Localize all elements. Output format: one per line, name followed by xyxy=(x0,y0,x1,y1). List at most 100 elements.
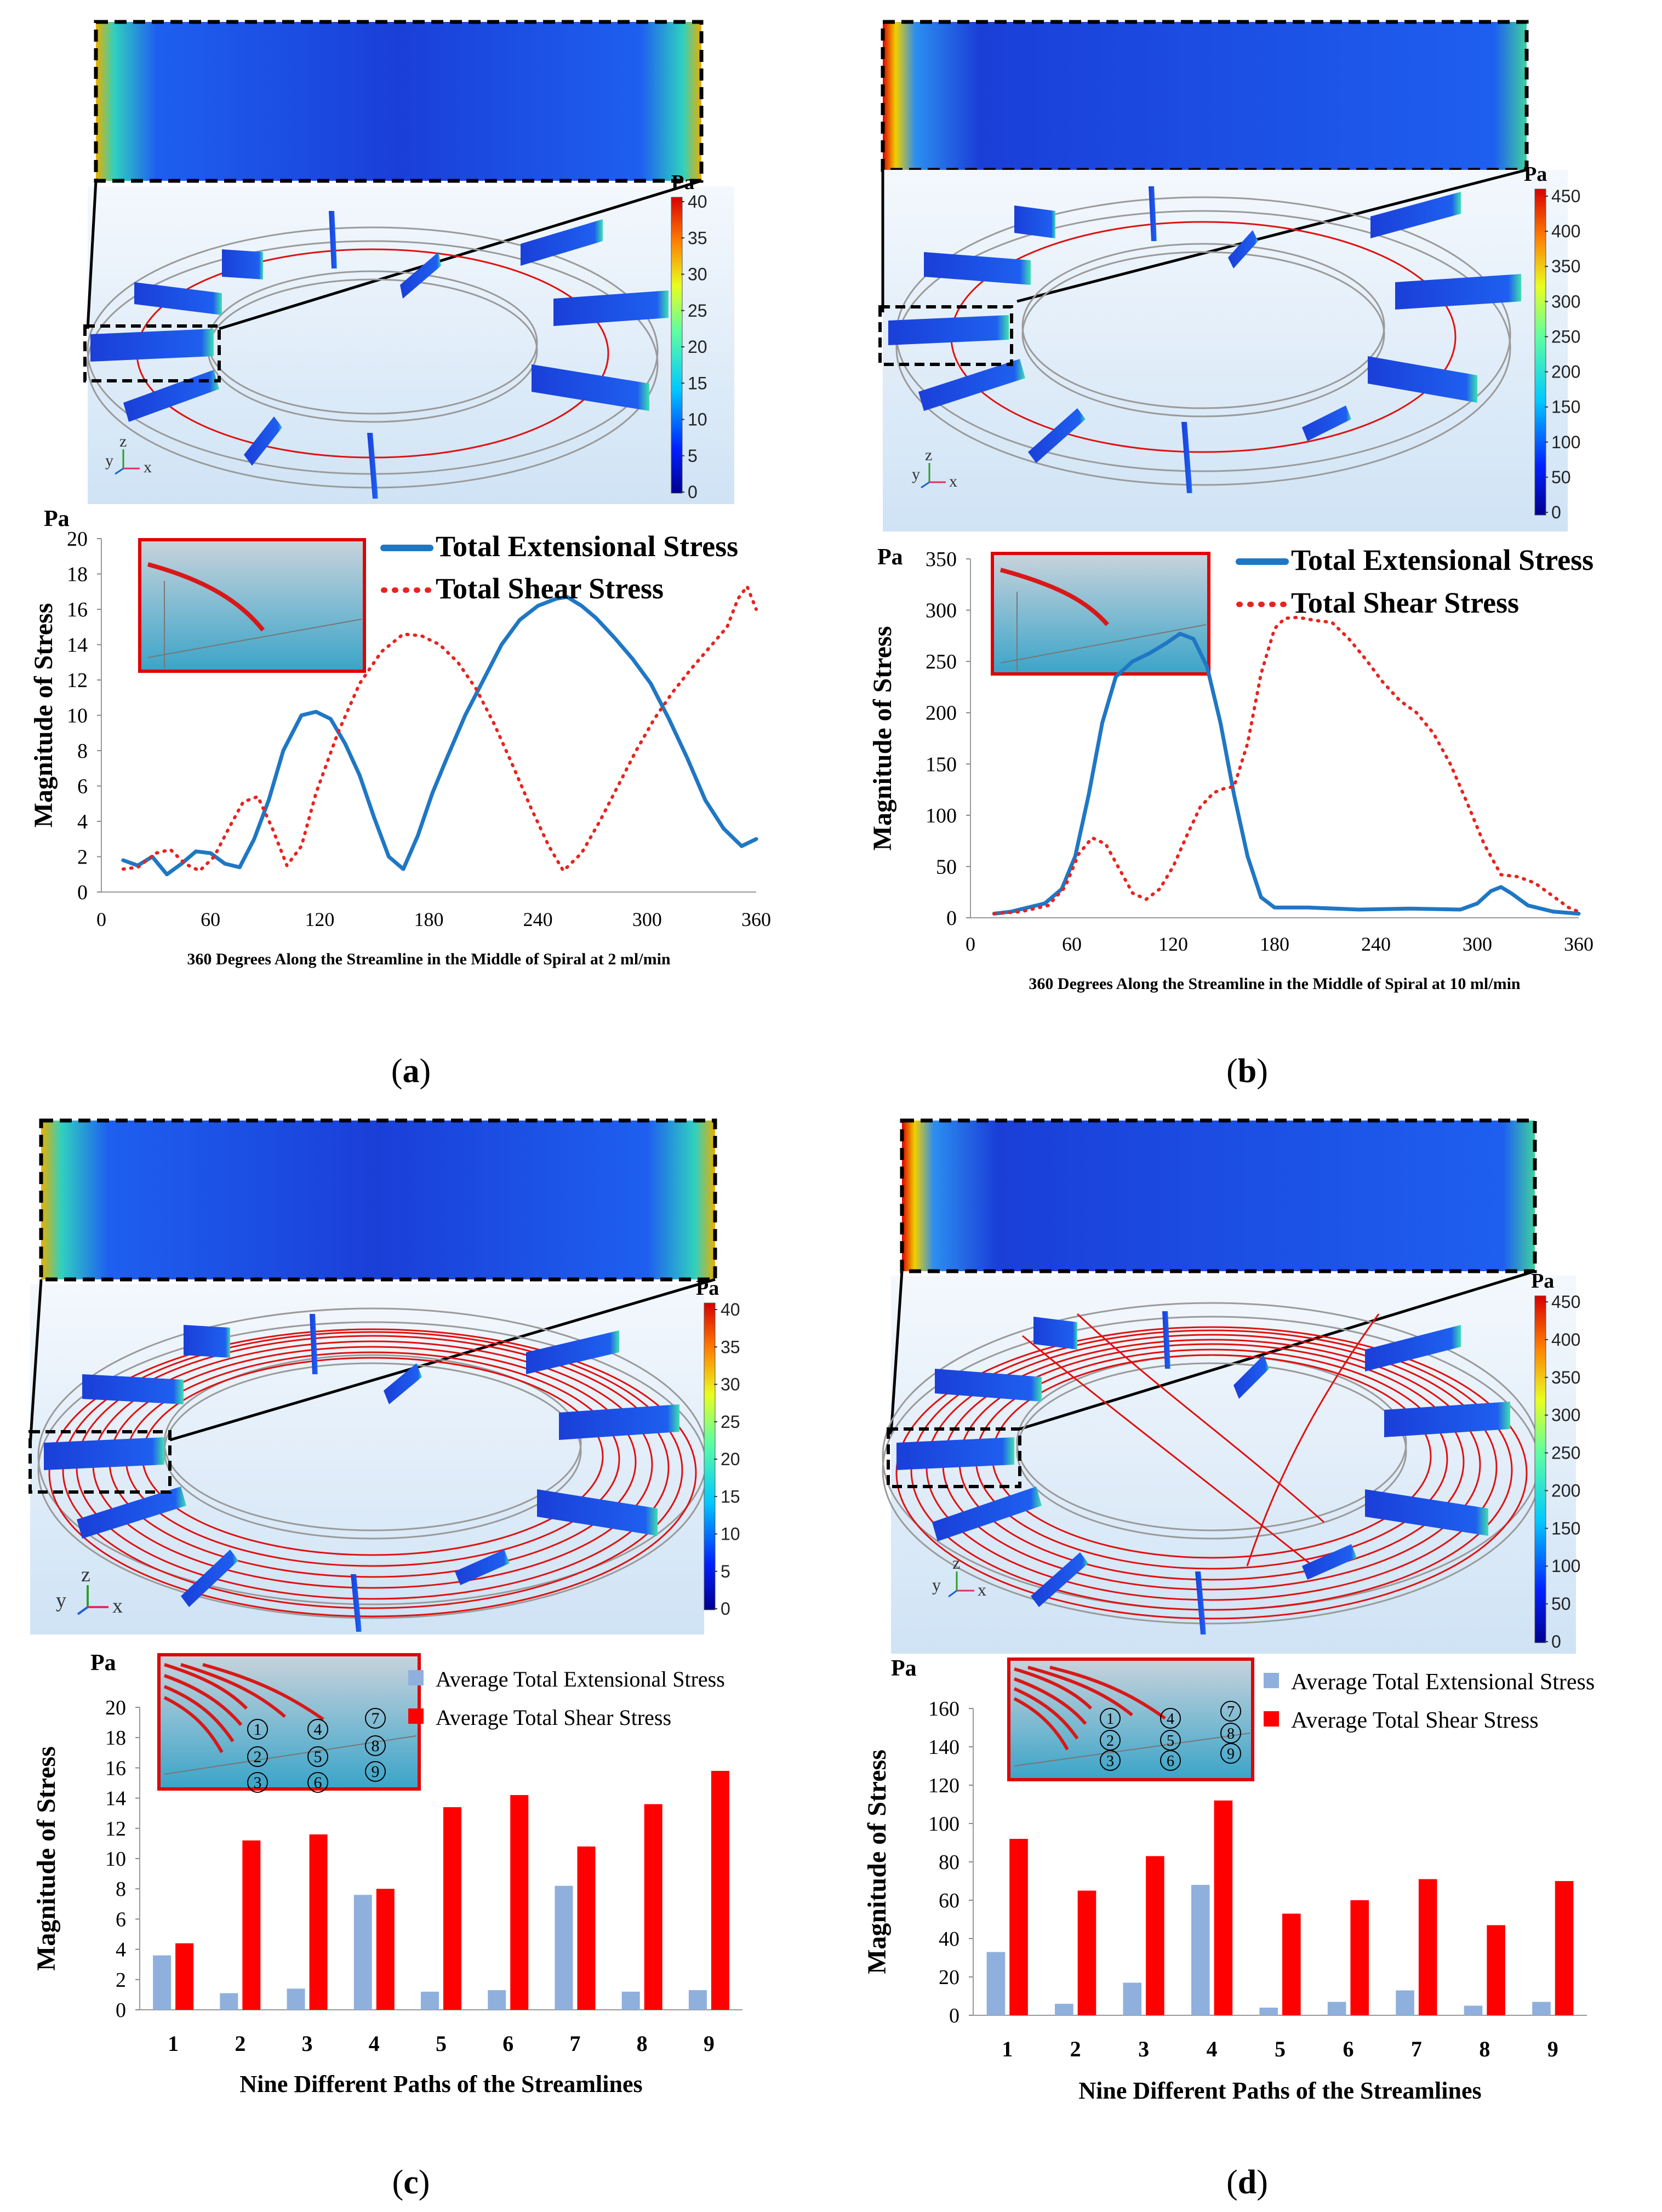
x-tick-label: 1 xyxy=(1002,2037,1013,2061)
x-tick-label: 5 xyxy=(1275,2037,1286,2061)
triad-z-label: z xyxy=(81,1563,90,1586)
inset-path-number: 3 xyxy=(1106,1753,1114,1770)
streamline-inset: 1 2 3 4 5 6 7 8 9 xyxy=(157,1653,421,1793)
zoom-line-left xyxy=(86,180,98,329)
color-scale-tick-label: 200 xyxy=(1551,1481,1580,1500)
y-tick-label: 16 xyxy=(105,1757,126,1780)
bar-average-total-extensional-stress xyxy=(688,1990,707,2010)
color-scale: Pa 450 400 350 300 250 200 150 100 50 0 xyxy=(1531,1270,1580,1651)
legend-label: Average Total Shear Stress xyxy=(1291,1708,1539,1733)
x-tick-label: 3 xyxy=(302,2031,313,2056)
triad-y-label: y xyxy=(932,1575,941,1594)
streamline-inset: 1 2 3 4 5 6 7 8 9 xyxy=(1007,1657,1254,1781)
y-tick-label: 6 xyxy=(77,775,88,798)
x-axis-label: 360 Degrees Along the Streamline in the … xyxy=(187,950,671,968)
zoom-source-box xyxy=(28,1430,172,1494)
color-scale-tick-label: 450 xyxy=(1551,186,1580,206)
inset-path-marker xyxy=(247,1746,268,1767)
color-scale-tick-label: 350 xyxy=(1551,256,1580,276)
triad-x-label: x xyxy=(949,472,957,490)
y-tick-label: 20 xyxy=(939,1966,959,1989)
caption-b: (b) xyxy=(1226,1053,1268,1090)
inset-path-number: 4 xyxy=(314,1721,322,1739)
chart-unit-label: Pa xyxy=(877,545,903,570)
bar-average-total-shear-stress xyxy=(1214,1801,1233,2015)
x-tick-label: 300 xyxy=(1463,933,1492,955)
color-scale-unit: Pa xyxy=(696,1277,719,1300)
series-line-total-shear-stress xyxy=(992,615,1580,916)
y-tick-label: 100 xyxy=(926,804,957,827)
inset-path-number: 5 xyxy=(314,1748,322,1766)
inset-path-number: 3 xyxy=(254,1774,262,1792)
bar-average-total-shear-stress xyxy=(711,1770,729,2010)
inset-path-marker xyxy=(365,1735,386,1756)
bar-average-total-extensional-stress xyxy=(1532,2002,1551,2015)
triad-x-label: x xyxy=(978,1580,986,1599)
x-tick-label: 8 xyxy=(1479,2037,1490,2061)
bar-average-total-extensional-stress xyxy=(353,1895,372,2010)
triad-y-label: y xyxy=(912,465,920,483)
x-tick-label: 360 xyxy=(1564,933,1594,955)
y-tick-label: 300 xyxy=(926,599,957,622)
bar-average-total-extensional-stress xyxy=(1259,2008,1278,2015)
color-scale-tick-label: 15 xyxy=(688,373,707,393)
stress-slices xyxy=(44,1314,679,1632)
chart-unit-label: Pa xyxy=(44,506,70,531)
bar-average-total-shear-stress xyxy=(309,1834,328,2010)
color-scale-unit: Pa xyxy=(1531,1270,1554,1293)
x-tick-label: 6 xyxy=(1343,2037,1353,2061)
color-scale: Pa 450 400 350 300 250 200 150 100 50 0 xyxy=(1524,163,1580,522)
x-tick-label: 180 xyxy=(1260,933,1289,955)
color-scale-tick-label: 0 xyxy=(1551,502,1561,522)
spiral-3d-background xyxy=(883,170,1568,531)
inset-path-marker xyxy=(1100,1708,1121,1729)
color-scale-tick-label: 50 xyxy=(1551,467,1571,487)
color-scale-tick-label: 25 xyxy=(688,301,707,321)
color-scale-tick-label: 0 xyxy=(1551,1632,1561,1651)
y-axis-label: Magnitude of Stress xyxy=(863,1750,892,1974)
color-scale-tick-label: 20 xyxy=(688,337,707,357)
x-tick-label: 3 xyxy=(1138,2037,1149,2061)
triad-z-label: z xyxy=(119,432,127,450)
bar-average-total-extensional-stress xyxy=(1191,1885,1210,2015)
bar-average-total-extensional-stress xyxy=(555,1885,573,2010)
bar-average-total-shear-stress xyxy=(175,1943,194,2010)
inset-path-marker xyxy=(1160,1708,1181,1729)
x-tick-label: 6 xyxy=(502,2031,513,2056)
zoom-line-left xyxy=(28,1279,43,1446)
bar-average-total-shear-stress xyxy=(510,1795,529,2010)
y-tick-label: 16 xyxy=(67,598,88,621)
y-tick-label: 120 xyxy=(928,1774,959,1797)
color-scale-tick-label: 10 xyxy=(688,410,707,430)
streamline-inset xyxy=(138,538,366,673)
zoom-box xyxy=(39,1118,717,1282)
inset-path-marker xyxy=(307,1772,328,1793)
color-scale-ticks: 40 35 30 25 20 15 10 5 0 xyxy=(681,192,707,502)
inset-path-number: 5 xyxy=(1167,1733,1174,1750)
cross-section-heatmap xyxy=(883,22,1527,170)
y-tick-label: 100 xyxy=(928,1813,959,1836)
x-tick-label: 2 xyxy=(1070,2037,1081,2061)
y-tick-label: 2 xyxy=(77,846,88,869)
y-tick-label: 18 xyxy=(67,563,88,586)
color-scale-tick-label: 20 xyxy=(721,1449,740,1469)
triad-z-label: z xyxy=(952,1553,960,1573)
y-axis-label: Magnitude of Stress xyxy=(868,626,897,851)
triad-y-label: y xyxy=(105,451,113,470)
inset-path-number: 4 xyxy=(1167,1711,1174,1728)
stress-slices xyxy=(896,1311,1510,1634)
inset-path-number: 8 xyxy=(372,1737,380,1755)
inset-path-marker xyxy=(307,1719,328,1740)
zoom-box xyxy=(900,1118,1537,1273)
axes-triad: y z x xyxy=(932,1553,986,1599)
y-axis-label: Magnitude of Stress xyxy=(29,603,58,828)
inset-path-number: 9 xyxy=(372,1763,380,1781)
inset-path-marker xyxy=(1100,1750,1121,1771)
color-scale-tick-label: 150 xyxy=(1551,397,1580,417)
color-scale-tick-label: 400 xyxy=(1551,221,1580,241)
caption-c: (c) xyxy=(392,2164,430,2201)
color-scale-tick-label: 200 xyxy=(1551,362,1580,382)
x-axis-label: 360 Degrees Along the Streamline in the … xyxy=(1029,975,1521,993)
x-tick-label: 1 xyxy=(168,2031,179,2056)
